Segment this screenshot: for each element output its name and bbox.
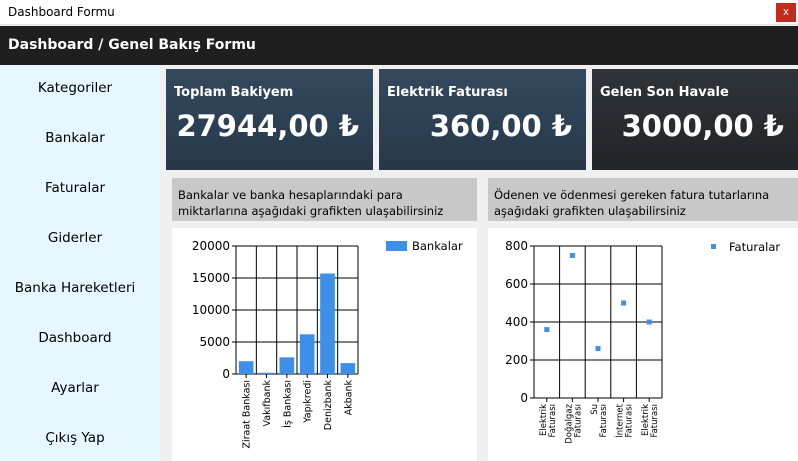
point-1 (569, 253, 575, 258)
x-tick-label: Yapıkredi (303, 380, 314, 424)
y-tick-label: 600 (505, 277, 528, 291)
x-tick-label: İnternet (615, 403, 626, 437)
legend-label: Bankalar (412, 239, 463, 253)
bar-1 (259, 372, 274, 374)
sidebar-item-faturalar[interactable]: Faturalar (44, 180, 106, 196)
point-0 (544, 327, 550, 333)
y-tick-label: 200 (505, 353, 528, 367)
y-tick-label: 0 (222, 367, 230, 381)
x-tick-label: Su (590, 404, 600, 415)
legend-swatch (386, 241, 407, 251)
y-tick-label: 0 (520, 391, 528, 405)
last-transfer-card: Gelen Son Havale 3000,00 ₺ (592, 69, 798, 170)
y-tick-label: 15000 (192, 271, 230, 285)
point-4 (646, 319, 652, 325)
x-tick-label: Ziraat Bankası (242, 380, 253, 449)
bills-chart-panel: 0 200 400 600 800 Elektrik Faturası Doğalgaz Fat… (488, 228, 798, 461)
bar-5 (340, 363, 356, 374)
x-tick-label: Akbank (343, 380, 354, 416)
banks-chart-caption: Bankalar ve banka hesaplarındaki para mi… (172, 178, 477, 221)
x-tick-label: Vakıfbank (262, 380, 273, 427)
bar-0 (238, 361, 254, 374)
sidebar-item-kategoriler[interactable]: Kategoriler (37, 80, 113, 96)
bar-3 (299, 334, 315, 374)
x-tick-label: Denizbank (323, 380, 334, 431)
y-tick-label: 800 (505, 239, 528, 253)
last-transfer-label: Gelen Son Havale (600, 85, 729, 100)
x-tick-label: Faturası (548, 404, 558, 438)
sidebar-item-dashboard[interactable]: Dashboard (38, 330, 112, 346)
electric-bill-label: Elektrik Faturası (387, 85, 508, 100)
page-title: Dashboard / Genel Bakış Formu (8, 37, 256, 53)
close-button[interactable]: x (776, 3, 796, 22)
electric-bill-card: Elektrik Faturası 360,00 ₺ (379, 69, 586, 170)
sidebar: Kategoriler Bankalar Faturalar Giderler … (0, 65, 160, 461)
last-transfer-value: 3000,00 ₺ (621, 109, 784, 143)
y-tick-label: 5000 (199, 335, 230, 349)
x-tick-label: İş Bankası (282, 380, 293, 428)
window-title: Dashboard Formu (8, 5, 115, 19)
point-3 (621, 300, 627, 306)
sidebar-item-cikis-yap[interactable]: Çıkış Yap (45, 430, 105, 446)
x-tick-label: Faturası (650, 404, 660, 438)
bar-2 (279, 357, 295, 374)
x-tick-label: Elektrik (641, 404, 651, 436)
main-content: Toplam Bakiyem 27944,00 ₺ Elektrik Fatur… (160, 65, 798, 461)
banks-bar-chart: 0 5000 10000 15000 20000 Ziraat Bankası Vakıfb… (192, 239, 463, 449)
x-tick-label: Doğalgaz (564, 403, 574, 443)
banks-chart-panel: 0 5000 10000 15000 20000 Ziraat Bankası Vakıfb… (172, 228, 477, 461)
sidebar-item-ayarlar[interactable]: Ayarlar (51, 380, 99, 396)
x-tick-label: Faturası (599, 404, 609, 438)
sidebar-item-banka-hareketleri[interactable]: Banka Hareketleri (14, 280, 136, 296)
header-bar: Dashboard / Genel Bakış Formu (0, 26, 798, 65)
electric-bill-value: 360,00 ₺ (429, 109, 572, 143)
total-balance-value: 27944,00 ₺ (176, 109, 359, 143)
bar-4 (320, 273, 335, 374)
y-tick-label: 20000 (192, 239, 230, 253)
legend-marker (711, 244, 716, 249)
total-balance-label: Toplam Bakiyem (174, 85, 294, 100)
sidebar-item-giderler[interactable]: Giderler (47, 230, 103, 246)
bills-chart-caption: Ödenen ve ödenmesi gereken fatura tutarl… (488, 178, 798, 221)
y-tick-label: 400 (505, 315, 528, 329)
x-tick-label: Elektrik (539, 404, 549, 436)
legend-label: Faturalar (729, 240, 780, 254)
point-2 (595, 346, 601, 352)
sidebar-item-bankalar[interactable]: Bankalar (45, 130, 105, 146)
x-tick-label: Faturası (573, 404, 583, 438)
total-balance-card: Toplam Bakiyem 27944,00 ₺ (166, 69, 373, 170)
x-tick-label: Faturası (625, 404, 635, 438)
window-titlebar: Dashboard Formu x (0, 0, 798, 25)
y-tick-label: 10000 (192, 303, 230, 317)
